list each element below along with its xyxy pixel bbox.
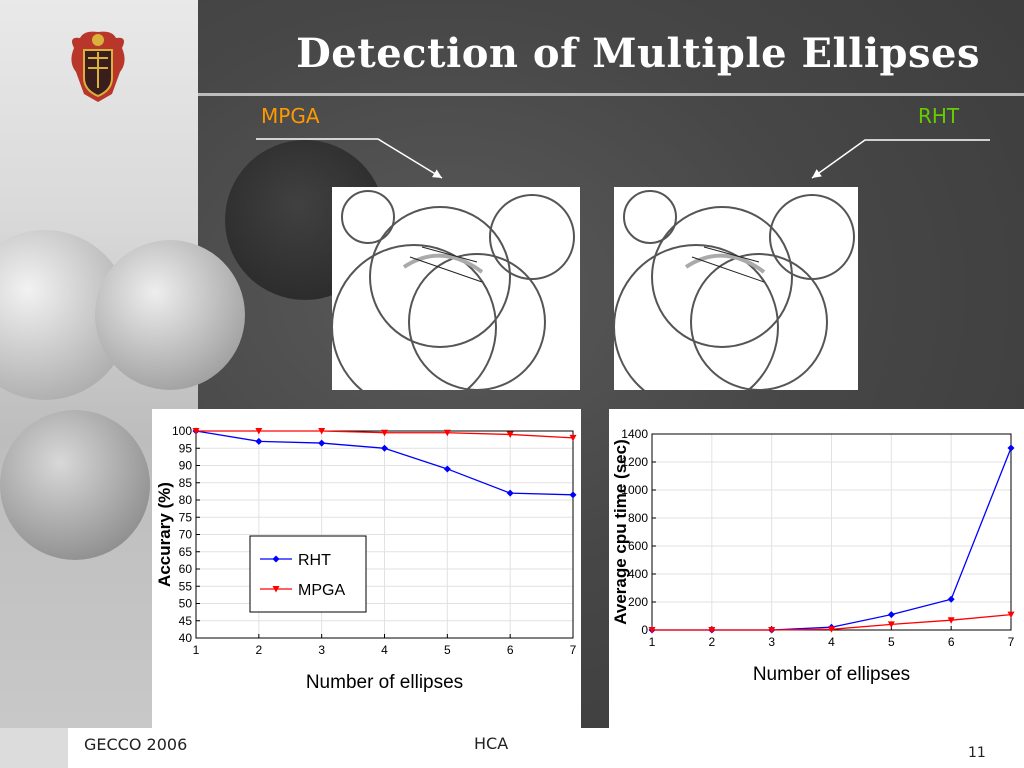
data-point-mpga bbox=[828, 626, 835, 633]
y-tick-label: 45 bbox=[179, 614, 193, 628]
x-tick-label: 5 bbox=[888, 635, 895, 649]
legend-label-mpga: MPGA bbox=[298, 582, 345, 599]
data-point-rht bbox=[569, 491, 577, 499]
callout-arrow-rht bbox=[811, 139, 990, 179]
data-point-mpga bbox=[1007, 611, 1015, 619]
y-tick-label: 65 bbox=[179, 545, 193, 559]
callout-arrows bbox=[256, 138, 990, 179]
y-tick-label: 40 bbox=[179, 631, 193, 645]
x-tick-label: 6 bbox=[948, 635, 955, 649]
x-tick-label: 3 bbox=[318, 643, 325, 657]
y-tick-label: 70 bbox=[179, 528, 193, 542]
background-sphere bbox=[0, 410, 150, 560]
legend-box bbox=[249, 535, 367, 613]
page-number: 11 bbox=[968, 745, 986, 761]
data-point-rht bbox=[381, 444, 388, 452]
y-tick-label: 80 bbox=[179, 493, 193, 507]
legend-label-rht: RHT bbox=[298, 552, 331, 569]
header-divider bbox=[198, 93, 1024, 96]
footer-box bbox=[68, 728, 1024, 768]
y-tick-label: 800 bbox=[628, 511, 648, 525]
x-axis-label: Number of ellipses bbox=[753, 664, 910, 685]
label-rht: RHT bbox=[918, 104, 960, 128]
data-point-rht bbox=[506, 489, 514, 497]
data-point-rht bbox=[255, 437, 263, 445]
legend-marker bbox=[272, 555, 280, 563]
x-tick-label: 6 bbox=[507, 643, 514, 657]
label-mpga: MPGA bbox=[261, 104, 320, 128]
y-tick-label: 1400 bbox=[621, 427, 648, 441]
y-tick-label: 75 bbox=[179, 510, 193, 524]
coat-of-arms-icon bbox=[71, 31, 125, 103]
x-tick-label: 7 bbox=[1008, 635, 1015, 649]
x-tick-label: 4 bbox=[828, 635, 835, 649]
data-point-mpga bbox=[192, 428, 200, 435]
y-tick-label: 200 bbox=[628, 595, 648, 609]
callout-arrow-mpga bbox=[256, 138, 443, 179]
y-tick-label: 50 bbox=[179, 597, 193, 611]
y-tick-label: 60 bbox=[179, 562, 193, 576]
y-tick-label: 85 bbox=[179, 476, 193, 490]
x-tick-label: 3 bbox=[768, 635, 775, 649]
y-tick-label: 55 bbox=[179, 579, 193, 593]
footer-center-text: HCA bbox=[474, 734, 509, 753]
chart-legend: RHT MPGA bbox=[249, 535, 367, 613]
x-tick-label: 4 bbox=[381, 643, 388, 657]
data-point-mpga bbox=[708, 627, 716, 634]
data-point-mpga bbox=[381, 429, 388, 437]
data-point-mpga bbox=[768, 627, 776, 634]
y-tick-label: 1000 bbox=[621, 483, 648, 497]
y-tick-label: 0 bbox=[641, 623, 648, 637]
x-tick-label: 5 bbox=[444, 643, 451, 657]
x-axis-label: Number of ellipses bbox=[306, 672, 463, 693]
y-tick-label: 600 bbox=[628, 539, 648, 553]
data-point-mpga bbox=[443, 429, 451, 437]
x-tick-label: 2 bbox=[255, 643, 262, 657]
data-point-rht bbox=[318, 439, 326, 447]
data-point-mpga bbox=[255, 428, 263, 435]
y-tick-label: 95 bbox=[179, 441, 193, 455]
background-sphere bbox=[95, 240, 245, 390]
footer-conference: GECCO 2006 bbox=[84, 735, 188, 754]
x-tick-label: 1 bbox=[649, 635, 656, 649]
ellipse-detection-image-rht bbox=[614, 187, 858, 390]
y-tick-label: 400 bbox=[628, 567, 648, 581]
data-point-mpga bbox=[947, 617, 955, 624]
slide-title: Detection of Multiple Ellipses bbox=[296, 30, 980, 77]
data-point-mpga bbox=[506, 431, 514, 438]
data-point-rht bbox=[443, 465, 451, 473]
x-tick-label: 7 bbox=[570, 643, 577, 657]
cpu-time-chart: 0 200 400 600 800 1000 1200 1400 1 2 3 4 5 6 7 Number o… bbox=[609, 409, 1024, 728]
y-tick-label: 100 bbox=[172, 424, 192, 438]
data-point-mpga bbox=[569, 434, 577, 442]
y-tick-label: 1200 bbox=[621, 455, 648, 469]
data-point-mpga bbox=[318, 428, 326, 435]
data-point-mpga bbox=[887, 621, 895, 628]
data-point-rht bbox=[947, 595, 955, 603]
y-axis-label: Accurary (%) bbox=[155, 482, 174, 587]
y-tick-label: 90 bbox=[179, 459, 193, 473]
ellipse-detection-image-mpga bbox=[332, 187, 580, 390]
x-tick-label: 2 bbox=[708, 635, 715, 649]
data-point-rht bbox=[887, 611, 895, 619]
y-axis-label: Average cpu time (sec) bbox=[611, 439, 630, 625]
legend-marker bbox=[272, 586, 280, 593]
x-tick-label: 1 bbox=[193, 643, 200, 657]
data-point-rht bbox=[1007, 444, 1015, 452]
data-point-mpga bbox=[648, 627, 656, 634]
